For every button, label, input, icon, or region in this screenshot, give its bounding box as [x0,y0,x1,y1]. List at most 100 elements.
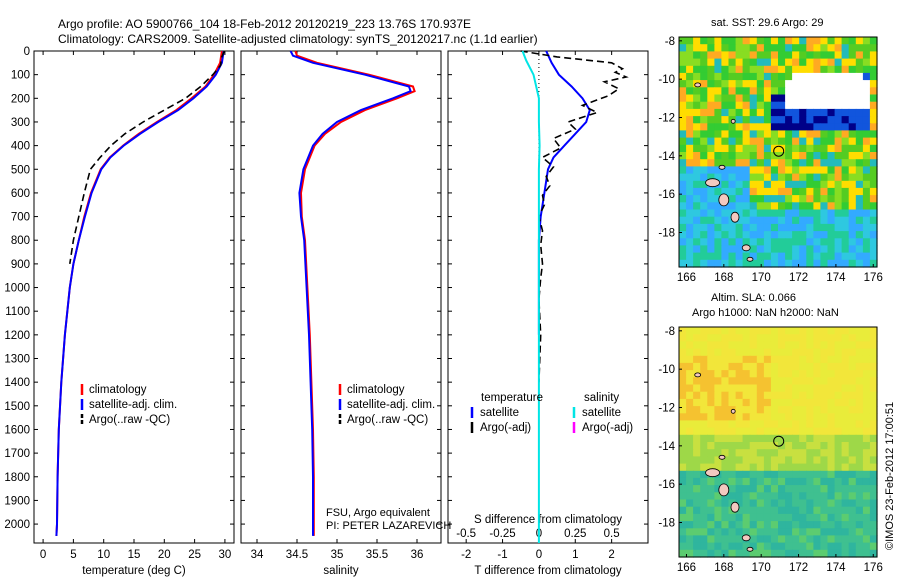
map-cell [862,259,871,268]
map-cell [834,398,843,407]
map-cell [749,549,758,558]
map-cell [714,173,723,182]
map-cell [679,58,687,67]
map-cell [862,442,871,450]
map-cell [756,245,765,254]
map-cell [827,144,836,153]
map-cell [679,442,687,450]
map-cell [799,434,807,443]
map-cell [742,477,751,486]
map-cell [792,442,800,450]
map-cell [820,166,829,175]
map-cell [834,477,843,486]
x-axis-label: temperature (deg C) [82,565,186,577]
map-cell [686,549,694,558]
map-cell [763,370,772,378]
map-cell [792,144,800,153]
map-cell [841,477,850,486]
map-cell [820,223,829,232]
map-cell [707,137,715,146]
map-cell [686,252,694,261]
map-cell [806,549,814,558]
map-cell [749,51,758,60]
map-cell [693,166,701,175]
map-cell [862,528,871,537]
map-cell [693,327,701,335]
map-cell [700,58,708,67]
map-cell [735,80,744,88]
map-cell [869,180,878,189]
map-cell [806,231,814,239]
map-cell [714,44,723,52]
map-cell [855,334,864,342]
map-cell [686,420,694,429]
map-cell [742,506,751,515]
map-cell [770,542,779,551]
map-cell [763,355,772,364]
map-cell [827,166,836,175]
map-cell [756,535,765,544]
map-cell [834,209,843,218]
map-cell [848,449,857,457]
map-cell [700,442,708,450]
map-cell [855,58,864,67]
x-tick-label: 36 [411,549,424,561]
map-cell [700,152,708,160]
map-cell [862,87,871,96]
map-cell [756,216,765,225]
map-cell [785,144,793,153]
map-cell [848,216,857,225]
map-cell [714,87,723,96]
map-cell [742,348,751,357]
map-cell [792,348,800,357]
argo-location-marker [773,435,785,447]
map-cell [827,384,836,393]
map-cell [862,101,871,110]
map-cell [756,108,765,117]
map-cell [742,216,751,225]
map-cell [869,137,878,146]
map-cell [707,94,715,103]
map-cell [735,492,744,501]
map-cell [869,195,878,203]
map-cell [721,499,730,508]
map-cell [841,130,850,139]
map-cell [855,195,864,203]
map-cell [770,80,779,88]
map-cell [785,499,793,508]
map-cell [778,216,786,225]
y-tick-label: 100 [11,70,30,82]
map-cell [728,513,737,522]
map-cell [806,341,814,350]
map-cell [714,238,723,247]
map-cell [848,521,857,529]
map-cell [742,341,751,350]
map-cell [848,180,857,189]
map-cell [813,362,822,371]
map-cell [848,528,857,537]
map-cell [707,348,715,357]
map-cell [770,485,779,493]
map-cell [834,506,843,515]
map-cell [742,108,751,117]
map-cell [820,492,829,501]
map-cell [869,252,878,261]
map-cell [820,101,829,110]
map-cell [700,87,708,96]
map-cell [820,420,829,429]
map-cell [728,391,737,400]
map-cell [721,377,730,386]
map-cell [813,216,822,225]
map-cell [862,223,871,232]
map-cell [735,51,744,60]
map-cell [848,87,857,96]
map-cell [785,427,793,436]
map-cell [679,521,687,529]
map-cell [714,384,723,393]
map-cell [728,521,737,529]
map-cell [862,377,871,386]
map-cell [686,341,694,350]
map-cell [721,420,730,429]
map-cell [799,341,807,350]
map-cell [799,334,807,342]
